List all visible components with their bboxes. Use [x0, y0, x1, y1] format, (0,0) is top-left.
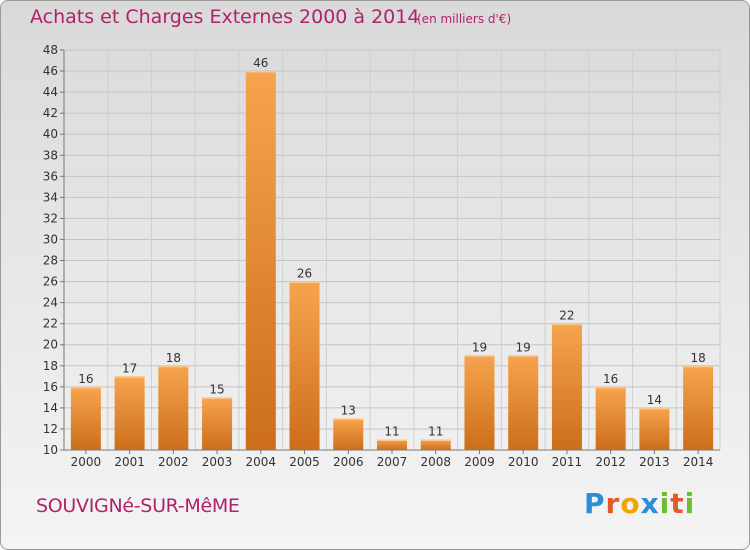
bar-highlight	[595, 386, 626, 389]
y-tick-label: 12	[43, 422, 58, 436]
x-tick-label: 2013	[639, 455, 670, 469]
bar-highlight	[202, 397, 233, 399]
y-tick-label: 24	[43, 296, 58, 310]
bar	[158, 365, 189, 450]
bar	[595, 386, 626, 450]
x-tick-label: 2001	[114, 455, 145, 469]
y-tick-label: 40	[43, 127, 58, 141]
y-tick-label: 20	[43, 338, 58, 352]
x-tick-label: 2004	[246, 455, 277, 469]
bar-value-label: 11	[428, 424, 443, 438]
bar-value-label: 19	[516, 340, 531, 354]
bar-highlight	[70, 386, 101, 389]
y-tick-label: 16	[43, 380, 58, 394]
y-tick-label: 22	[43, 317, 58, 331]
y-tick-label: 46	[43, 64, 58, 78]
bar	[639, 407, 670, 450]
x-tick-label: 2006	[333, 455, 364, 469]
bar-value-label: 14	[647, 393, 662, 407]
bar-value-label: 18	[166, 351, 181, 365]
y-tick-label: 32	[43, 211, 58, 225]
bar-highlight	[245, 71, 276, 73]
y-tick-label: 34	[43, 190, 58, 204]
x-tick-label: 2007	[377, 455, 408, 469]
bar	[333, 418, 364, 450]
bar	[508, 355, 539, 450]
bar	[464, 355, 495, 450]
bar-value-label: 13	[341, 403, 356, 417]
x-tick-label: 2003	[202, 455, 233, 469]
chart-subtitle: (en milliers d'€)	[417, 12, 512, 26]
bar-highlight	[639, 407, 670, 410]
bars	[70, 71, 714, 450]
brand-letter: i	[659, 487, 671, 520]
bar-value-label: 16	[603, 372, 618, 386]
y-tick-label: 44	[43, 85, 58, 99]
bar-value-label: 16	[78, 372, 93, 386]
x-tick-label: 2012	[595, 455, 626, 469]
commune-name: SOUVIGNé-SUR-MêME	[36, 495, 240, 517]
bar	[551, 323, 582, 450]
x-tick-label: 2011	[552, 455, 583, 469]
bar-highlight	[508, 355, 539, 357]
y-tick-label: 10	[43, 443, 58, 457]
data-labels: 16 17 18 15 46 26 13 11 11 19 19 22 16 14 18	[78, 56, 706, 438]
bar	[70, 386, 101, 450]
bar-highlight	[420, 439, 451, 441]
bar-highlight	[114, 376, 145, 378]
brand-letter: t	[670, 487, 685, 520]
y-tick-label: 42	[43, 106, 58, 120]
brand-letter: i	[684, 487, 696, 520]
bar-highlight	[683, 365, 714, 368]
bar-value-label: 19	[472, 340, 487, 354]
chart-title: Achats et Charges Externes 2000 à 2014	[30, 6, 420, 28]
bar	[202, 397, 233, 450]
grid-lines	[63, 49, 721, 451]
bar-value-label: 46	[253, 56, 268, 70]
bar-highlight	[464, 355, 495, 357]
brand-letter: o	[620, 487, 641, 520]
bar	[377, 439, 407, 450]
bar-value-label: 22	[559, 309, 574, 323]
x-tick-label: 2005	[289, 455, 320, 469]
y-tick-label: 38	[43, 148, 58, 162]
bar-value-label: 15	[209, 382, 224, 396]
y-tick-label: 30	[43, 232, 58, 246]
x-tick-label: 2009	[464, 455, 495, 469]
tick-labels: 10 12 14 16 18 20 22 24 26 28 30 32 34 36 38 40 42 44 46 48…	[43, 43, 714, 469]
x-tick-label: 2010	[508, 455, 539, 469]
bar-value-label: 26	[297, 267, 312, 281]
brand-letter: x	[640, 487, 660, 520]
brand-letter: P	[584, 487, 606, 520]
x-tick-label: 2008	[420, 455, 451, 469]
bar	[245, 71, 276, 450]
bar	[114, 376, 145, 450]
y-tick-label: 18	[43, 359, 58, 373]
bar-highlight	[551, 323, 582, 326]
bar-highlight	[158, 365, 189, 368]
brand-letter: r	[605, 487, 621, 520]
bar	[289, 281, 320, 450]
x-tick-label: 2002	[158, 455, 189, 469]
bar-highlight	[289, 281, 320, 284]
brand-logo[interactable]: Proxiti	[584, 487, 695, 520]
bar	[683, 365, 714, 450]
x-tick-label: 2014	[683, 455, 714, 469]
y-tick-label: 28	[43, 254, 58, 268]
bar-value-label: 17	[122, 361, 137, 375]
bar-value-label: 11	[384, 424, 399, 438]
bar-value-label: 18	[690, 351, 705, 365]
bar-highlight	[333, 418, 364, 420]
x-tick-label: 2000	[71, 455, 102, 469]
y-tick-label: 26	[43, 275, 58, 289]
y-tick-label: 48	[43, 43, 58, 57]
bar	[420, 439, 451, 450]
bar-highlight	[377, 439, 407, 441]
y-tick-label: 36	[43, 169, 58, 183]
y-tick-label: 14	[43, 401, 58, 415]
